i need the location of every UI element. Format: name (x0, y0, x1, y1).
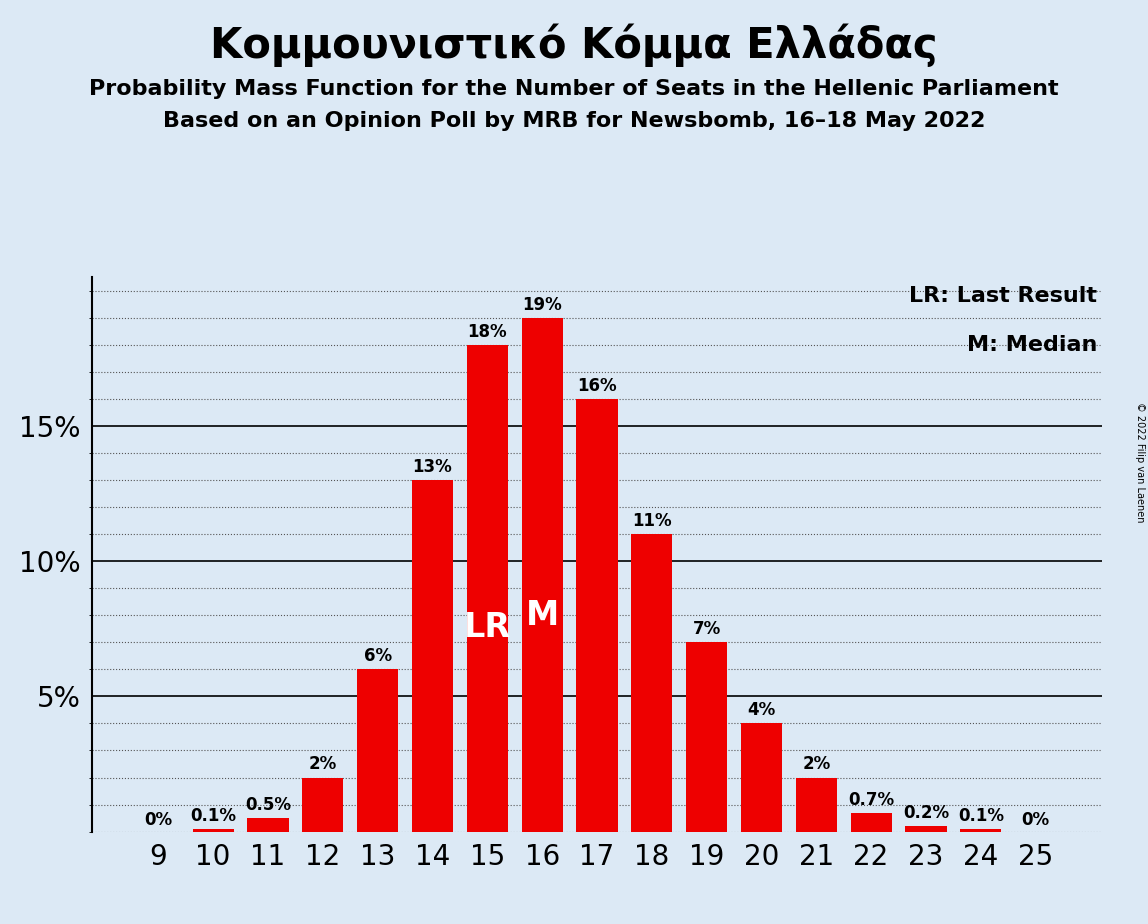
Text: M: M (526, 600, 559, 632)
Bar (412, 480, 453, 832)
Text: © 2022 Filip van Laenen: © 2022 Filip van Laenen (1135, 402, 1145, 522)
Text: 7%: 7% (692, 620, 721, 638)
Text: 0%: 0% (145, 811, 172, 830)
Bar (521, 318, 563, 832)
Bar (248, 818, 288, 832)
Text: 0.1%: 0.1% (191, 807, 236, 825)
Text: LR: LR (464, 611, 511, 644)
Text: 11%: 11% (633, 512, 672, 530)
Bar (740, 723, 782, 832)
Text: 2%: 2% (802, 756, 830, 773)
Text: 0.7%: 0.7% (848, 791, 894, 808)
Bar (357, 669, 398, 832)
Bar (960, 829, 1001, 832)
Text: 0.2%: 0.2% (902, 804, 949, 822)
Text: 2%: 2% (309, 756, 336, 773)
Text: 0.1%: 0.1% (957, 807, 1003, 825)
Bar (906, 826, 946, 832)
Text: 19%: 19% (522, 296, 563, 314)
Text: Probability Mass Function for the Number of Seats in the Hellenic Parliament: Probability Mass Function for the Number… (90, 79, 1058, 99)
Text: M: Median: M: Median (967, 335, 1097, 356)
Bar (631, 534, 673, 832)
Text: 0%: 0% (1022, 811, 1049, 830)
Text: 18%: 18% (467, 322, 507, 341)
Bar (687, 642, 727, 832)
Text: 4%: 4% (747, 701, 776, 720)
Bar (467, 345, 507, 832)
Text: 0.5%: 0.5% (245, 796, 290, 814)
Text: Κομμουνιστικό Κόμμα Ελλάδας: Κομμουνιστικό Κόμμα Ελλάδας (210, 23, 938, 67)
Bar (576, 399, 618, 832)
Bar (302, 777, 343, 832)
Text: LR: Last Result: LR: Last Result (909, 286, 1097, 306)
Bar (851, 813, 892, 832)
Text: 6%: 6% (364, 648, 391, 665)
Bar (796, 777, 837, 832)
Text: 16%: 16% (577, 377, 616, 395)
Text: 13%: 13% (412, 458, 452, 476)
Text: Based on an Opinion Poll by MRB for Newsbomb, 16–18 May 2022: Based on an Opinion Poll by MRB for News… (163, 111, 985, 131)
Bar (193, 829, 234, 832)
